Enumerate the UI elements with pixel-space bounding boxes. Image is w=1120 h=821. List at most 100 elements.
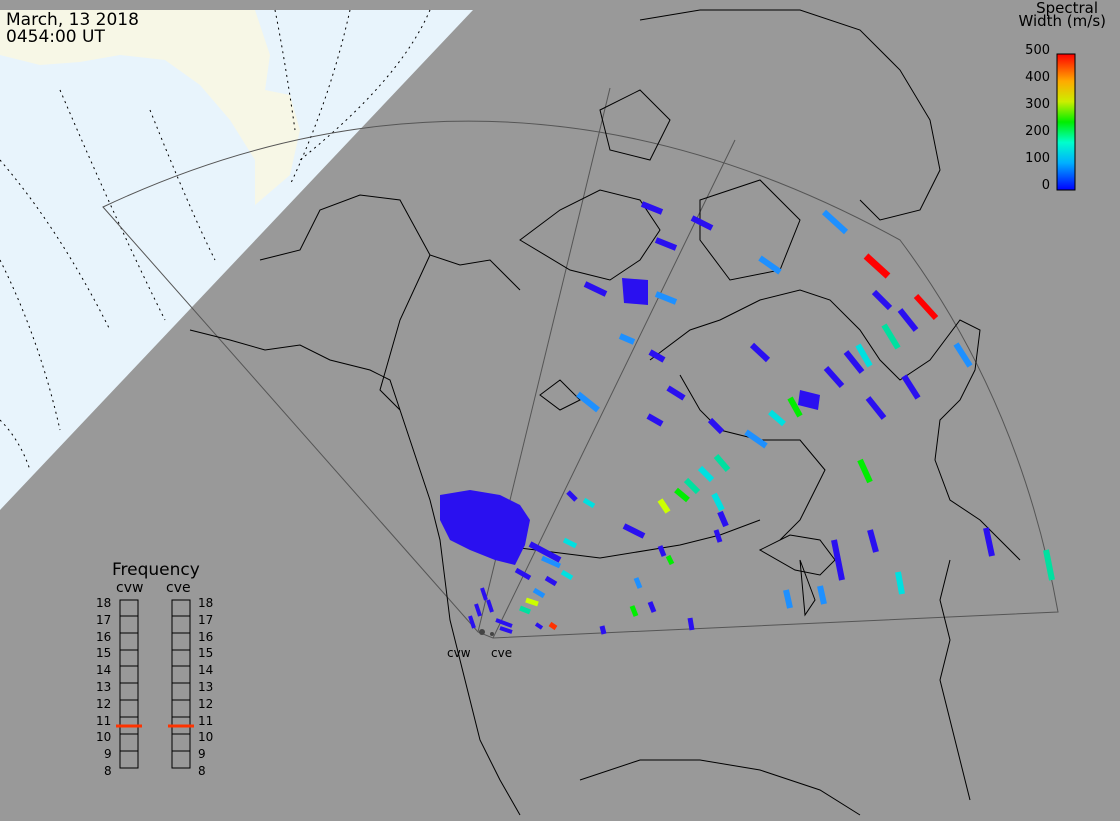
color-scale-bar	[1056, 53, 1076, 191]
freq-tick-label-left: 14	[96, 663, 112, 678]
scatter-segment	[474, 603, 482, 617]
scatter-segment	[821, 209, 849, 235]
scatter-segment	[855, 343, 873, 368]
freq-tick-label-right: 11	[198, 713, 214, 728]
freq-tick-label-left: 16	[96, 629, 112, 644]
freq-tick-label-left: 15	[96, 646, 112, 661]
scatter-segment	[744, 429, 768, 449]
radar-scatter	[440, 201, 1055, 635]
freq-tick-label-left: 18	[96, 596, 112, 610]
scale-label-300: 300	[1025, 97, 1050, 112]
freq-tick-label-left: 9	[104, 747, 112, 762]
scatter-segment	[576, 391, 600, 413]
scatter-segment	[831, 539, 845, 581]
scatter-segment	[881, 323, 901, 350]
freq-tick-label-right: 10	[198, 730, 214, 745]
scatter-segment	[528, 541, 562, 563]
scatter-segment	[683, 477, 701, 495]
scatter-segment	[648, 349, 666, 363]
scatter-patch-hudson	[798, 390, 820, 410]
freq-tick-label-left: 11	[96, 713, 112, 728]
scatter-segment	[897, 308, 919, 332]
scatter-segment	[857, 458, 873, 484]
scatter-segment	[953, 342, 973, 368]
scatter-segment	[913, 293, 939, 321]
scatter-segment	[519, 605, 531, 615]
scatter-segment	[566, 490, 578, 502]
freq-tick-label-left: 17	[96, 612, 112, 627]
scatter-segment	[758, 255, 782, 275]
freq-tick-label-left: 12	[96, 696, 112, 711]
daylight-ocean-region	[0, 10, 473, 510]
scale-label-400: 400	[1025, 70, 1050, 85]
scatter-segment	[843, 350, 865, 374]
scale-label-500: 500	[1025, 43, 1050, 58]
scatter-segment	[666, 385, 686, 401]
radar-site-dot	[479, 629, 485, 635]
scatter-segment	[562, 537, 578, 549]
scatter-segment	[622, 523, 646, 539]
freq-tick-label-right: 8	[198, 764, 206, 778]
scatter-cluster-west	[440, 490, 530, 565]
scatter-segment	[1043, 549, 1055, 581]
scatter-segment	[665, 554, 675, 566]
scatter-segment	[674, 487, 690, 503]
freq-bar-cve	[171, 599, 191, 769]
radar-site-dot	[490, 632, 494, 636]
scatter-segment	[817, 585, 827, 605]
freq-tick-label-right: 18	[198, 596, 214, 610]
scatter-segment	[865, 396, 887, 420]
scatter-segment	[495, 618, 513, 628]
scatter-segment	[647, 601, 657, 613]
graticule-lines	[0, 9, 431, 471]
freq-tick-label-left: 13	[96, 680, 112, 694]
scatter-segment	[657, 545, 667, 557]
scatter-segment	[532, 587, 546, 599]
scatter-segment	[599, 625, 607, 635]
scale-label-200: 200	[1025, 124, 1050, 139]
freq-tick-label-right: 12	[198, 696, 214, 711]
scatter-segment	[711, 492, 725, 512]
freq-tick-label-right: 17	[198, 612, 214, 627]
scatter-segment	[901, 374, 921, 400]
scatter-segment	[499, 626, 513, 634]
scatter-segment	[690, 215, 714, 231]
scatter-segment	[749, 342, 771, 363]
date-label: March, 13 2018	[6, 10, 139, 30]
radar-site-label-west: cvw	[447, 646, 471, 660]
freq-tick-label-right: 16	[198, 629, 214, 644]
freq-tick-marks	[120, 615, 190, 752]
scatter-segment	[468, 615, 476, 629]
scatter-segment	[713, 454, 731, 472]
scatter-segment	[697, 465, 715, 483]
freq-tick-label-left: 10	[96, 730, 112, 745]
scatter-segment	[717, 510, 729, 528]
scatter-segment	[480, 587, 488, 601]
scatter-segment	[540, 555, 562, 569]
scatter-segment	[863, 253, 891, 279]
scatter-segment	[534, 622, 544, 630]
daylight-land-region	[0, 10, 300, 205]
scatter-segment	[895, 571, 905, 595]
frequency-panel-title: Frequency	[112, 560, 200, 580]
scatter-segment	[787, 396, 803, 418]
freq-radar-label-cve: cve	[166, 580, 191, 596]
scatter-segment	[525, 597, 539, 607]
scale-label-100: 100	[1025, 151, 1050, 166]
freq-radar-label-cvw: cvw	[116, 580, 144, 596]
scatter-segment	[823, 366, 845, 388]
scatter-segment	[654, 237, 678, 251]
scatter-segment	[582, 497, 596, 509]
legend-title-line2: Width (m/s)	[1018, 12, 1106, 30]
freq-tick-label-right: 14	[198, 663, 214, 678]
scatter-segment	[707, 417, 725, 435]
freq-tick-label-right: 13	[198, 680, 214, 694]
scatter-segment	[646, 413, 664, 427]
freq-bar-cvw	[119, 599, 139, 769]
scatter-segment	[768, 409, 786, 427]
scatter-segment	[548, 621, 558, 631]
freq-tick-label-right: 9	[198, 747, 206, 762]
time-label: 0454:00 UT	[6, 27, 105, 47]
scatter-segment	[713, 529, 723, 543]
scatter-segment	[633, 577, 643, 589]
